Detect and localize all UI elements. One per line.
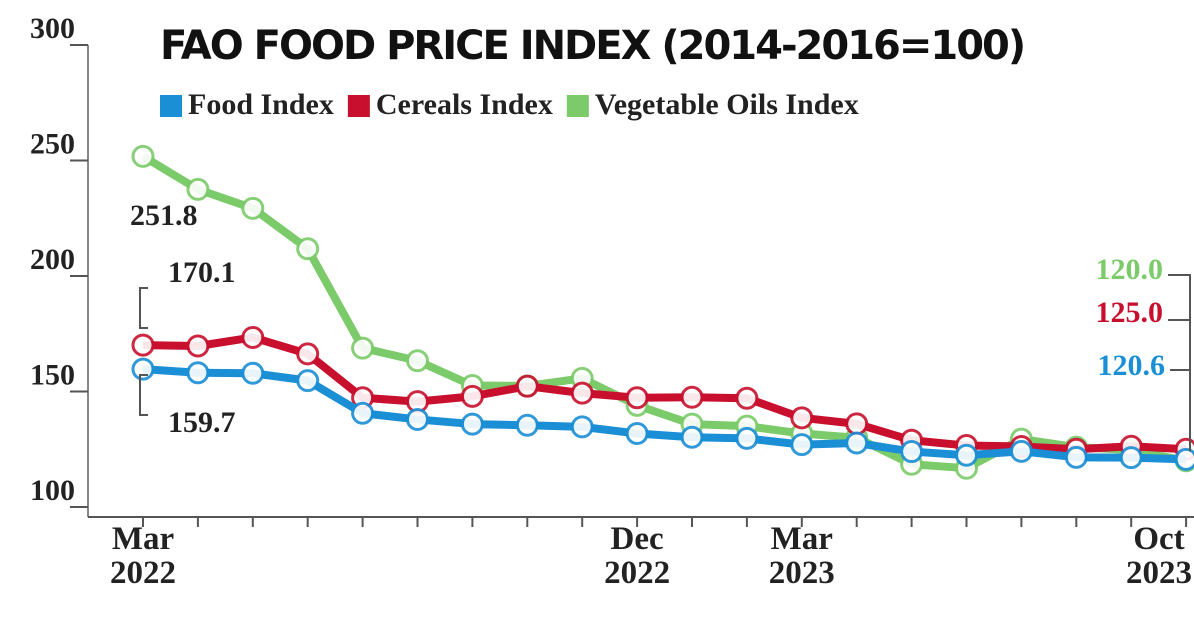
legend-swatch [347, 95, 370, 117]
marker [186, 177, 210, 201]
marker [680, 385, 704, 409]
marker [296, 237, 320, 261]
marker [351, 401, 375, 425]
label-leader [139, 287, 148, 329]
marker [570, 415, 594, 439]
marker [845, 412, 869, 436]
line [140, 152, 1187, 473]
x-tick-label: Oct 2023 [1126, 521, 1192, 591]
marker [955, 443, 978, 467]
marker [351, 336, 375, 360]
marker [1009, 439, 1033, 463]
marker [460, 384, 484, 408]
value-label: 125.0 [1096, 296, 1164, 329]
legend-label: Vegetable Oils Index [595, 88, 859, 121]
marker [625, 386, 649, 410]
series [131, 357, 1194, 471]
marker [735, 386, 759, 410]
marker [570, 381, 594, 405]
legend-label: Cereals Index [376, 88, 553, 121]
marker [131, 357, 155, 381]
value-label: 120.6 [1098, 349, 1166, 382]
chart-title: FAO FOOD PRICE INDEX (2014-2016=100) [160, 23, 1024, 69]
value-label: 170.1 [168, 256, 236, 289]
marker [460, 412, 484, 436]
value-label: 120.0 [1096, 253, 1164, 286]
y-tick-label: 100 [30, 474, 75, 507]
legend-swatch [566, 95, 589, 117]
label-leader [1170, 369, 1191, 452]
marker [241, 361, 265, 385]
x-tick-label: Mar 2022 [110, 521, 176, 591]
y-tick-label: 200 [30, 243, 75, 276]
marker [625, 422, 649, 446]
y-tick-label: 150 [30, 358, 75, 391]
marker [1119, 446, 1143, 470]
x-tick-label: Mar 2023 [768, 521, 835, 591]
series [131, 144, 1194, 480]
marker [900, 440, 924, 464]
y-tick-label: 250 [30, 127, 75, 160]
marker [406, 349, 429, 373]
marker [680, 425, 704, 449]
marker [790, 406, 814, 430]
y-tick-label: 300 [30, 12, 75, 45]
marker [1174, 447, 1194, 471]
x-tick-label: Dec 2022 [604, 521, 671, 591]
marker [1064, 445, 1088, 469]
marker [790, 433, 814, 457]
label-leader [139, 374, 148, 416]
marker [241, 196, 265, 220]
marker [241, 325, 265, 349]
legend-label: Food Index [188, 88, 334, 121]
marker [515, 374, 539, 398]
marker [296, 369, 320, 393]
label-leader [1168, 319, 1191, 442]
label-leader [1168, 274, 1191, 453]
marker [186, 361, 210, 385]
marker [296, 342, 320, 366]
marker [186, 334, 210, 358]
marker [515, 413, 539, 437]
marker [131, 333, 155, 357]
marker [131, 144, 155, 168]
legend-swatch [160, 95, 182, 117]
value-label: 251.8 [130, 199, 198, 232]
marker [406, 407, 429, 431]
marker [845, 431, 869, 455]
value-label: 159.7 [168, 406, 236, 439]
marker [735, 426, 759, 450]
